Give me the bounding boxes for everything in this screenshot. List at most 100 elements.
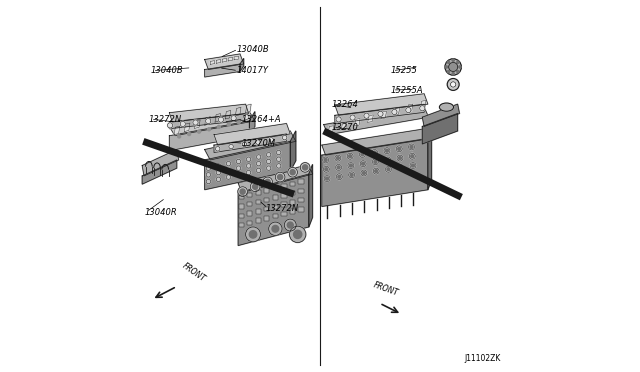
Polygon shape [407, 104, 413, 112]
Polygon shape [328, 126, 334, 133]
Polygon shape [422, 104, 460, 126]
Circle shape [206, 166, 211, 170]
Circle shape [326, 177, 328, 180]
Circle shape [336, 117, 341, 122]
Circle shape [266, 166, 271, 170]
Polygon shape [368, 115, 373, 122]
Circle shape [420, 106, 425, 111]
Circle shape [406, 108, 411, 113]
Polygon shape [420, 100, 426, 108]
Polygon shape [309, 164, 312, 227]
Circle shape [278, 174, 283, 180]
Circle shape [374, 160, 377, 163]
Bar [273, 205, 278, 209]
Bar [298, 207, 303, 212]
Circle shape [205, 118, 211, 124]
Circle shape [447, 71, 449, 73]
Circle shape [290, 170, 295, 175]
Circle shape [240, 189, 245, 194]
Text: 14017Y: 14017Y [236, 66, 268, 75]
Circle shape [384, 148, 390, 154]
Circle shape [266, 153, 271, 157]
Circle shape [284, 219, 296, 231]
Circle shape [246, 227, 260, 242]
Polygon shape [428, 128, 431, 190]
Polygon shape [170, 104, 248, 122]
Circle shape [410, 163, 416, 169]
Circle shape [457, 71, 459, 73]
Bar [290, 200, 295, 205]
Circle shape [216, 164, 221, 168]
Circle shape [323, 157, 328, 163]
Bar [298, 198, 303, 202]
Bar [255, 190, 261, 195]
Polygon shape [381, 111, 387, 119]
Text: 13264+A: 13264+A [242, 115, 282, 124]
Circle shape [372, 159, 378, 165]
Circle shape [445, 66, 447, 68]
Circle shape [378, 111, 383, 116]
Circle shape [410, 145, 413, 148]
Bar [282, 202, 287, 207]
Circle shape [188, 132, 191, 135]
Circle shape [385, 157, 390, 163]
Polygon shape [205, 141, 291, 190]
Circle shape [168, 123, 173, 128]
Ellipse shape [440, 103, 454, 111]
Circle shape [180, 121, 186, 126]
Circle shape [227, 175, 231, 179]
Circle shape [216, 170, 221, 175]
Circle shape [325, 168, 328, 171]
Circle shape [250, 182, 260, 192]
Circle shape [257, 168, 261, 173]
Circle shape [227, 161, 231, 166]
Bar [239, 204, 244, 209]
Bar [298, 189, 303, 193]
Circle shape [231, 116, 236, 121]
Circle shape [374, 170, 378, 173]
Bar [282, 184, 287, 188]
Circle shape [246, 170, 251, 175]
Polygon shape [234, 56, 239, 60]
Bar [247, 211, 252, 216]
Circle shape [335, 155, 341, 161]
Text: 13040B: 13040B [151, 66, 184, 75]
Circle shape [227, 123, 230, 126]
Circle shape [294, 230, 302, 238]
Circle shape [193, 120, 198, 125]
Circle shape [338, 175, 341, 178]
Circle shape [411, 155, 413, 158]
Circle shape [257, 161, 261, 166]
Bar [239, 223, 244, 227]
Circle shape [459, 66, 461, 68]
Circle shape [457, 61, 459, 63]
Circle shape [229, 144, 234, 149]
Bar [264, 216, 269, 221]
Circle shape [410, 153, 415, 159]
Circle shape [396, 146, 402, 152]
Circle shape [269, 222, 282, 235]
Bar [273, 214, 278, 218]
Polygon shape [394, 108, 399, 115]
Circle shape [236, 166, 241, 170]
Circle shape [361, 153, 364, 156]
Circle shape [337, 174, 342, 180]
Bar [239, 214, 244, 218]
Circle shape [360, 151, 365, 157]
Circle shape [218, 117, 223, 122]
Circle shape [324, 158, 327, 161]
Circle shape [198, 130, 200, 133]
Bar [239, 195, 244, 199]
Bar [290, 191, 295, 195]
Text: 13270: 13270 [331, 123, 358, 132]
Circle shape [263, 177, 273, 187]
Circle shape [445, 59, 461, 75]
Bar [290, 209, 295, 214]
Polygon shape [205, 117, 211, 125]
Polygon shape [214, 124, 291, 145]
Polygon shape [205, 54, 244, 70]
Bar [264, 188, 269, 193]
Circle shape [253, 184, 258, 189]
Circle shape [243, 142, 246, 147]
Circle shape [303, 165, 308, 170]
